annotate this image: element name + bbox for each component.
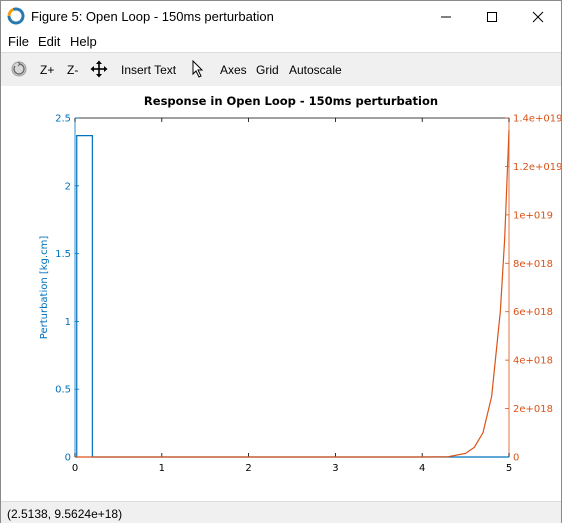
- perturbation-series-line: [75, 135, 509, 458]
- plot-svg[interactable]: Response in Open Loop - 150ms perturbati…: [1, 86, 562, 501]
- right-y-tick-label: 2e+018: [513, 404, 553, 415]
- cursor-coordinates: (2.5138, 9.5624e+18): [7, 507, 123, 521]
- minimize-button[interactable]: [423, 1, 469, 32]
- select-cursor-icon[interactable]: [191, 60, 205, 78]
- menu-file[interactable]: File: [8, 34, 29, 49]
- right-y-tick-label: 1.4e+019: [513, 114, 561, 125]
- right-y-tick-label: 8e+018: [513, 259, 553, 270]
- left-y-tick-label: 1: [65, 317, 71, 328]
- menu-bar: File Edit Help: [1, 32, 561, 52]
- autoscale-button[interactable]: Autoscale: [289, 63, 342, 77]
- x-tick-label: 4: [419, 463, 425, 474]
- maximize-icon: [487, 11, 497, 22]
- close-button[interactable]: [515, 1, 561, 32]
- status-bar: (2.5138, 9.5624e+18): [1, 501, 561, 523]
- right-y-tick-label: 1e+019: [513, 210, 553, 221]
- axes-button[interactable]: Axes: [220, 63, 247, 77]
- toolbar: Z+ Z- Insert Text Axes Grid Autoscale: [1, 52, 561, 87]
- figure-canvas[interactable]: Response in Open Loop - 150ms perturbati…: [1, 86, 562, 501]
- left-y-tick-label: 1.5: [55, 249, 71, 260]
- window-title: Figure 5: Open Loop - 150ms perturbation: [31, 9, 274, 24]
- right-y-tick-label: 0: [513, 453, 519, 464]
- menu-help[interactable]: Help: [70, 34, 97, 49]
- left-y-tick-label: 0: [65, 453, 71, 464]
- close-icon: [532, 11, 544, 22]
- zoom-out-button[interactable]: Z-: [67, 63, 79, 77]
- x-tick-label: 0: [72, 463, 78, 474]
- left-y-axis-label: Perturbation [kg.cm]: [39, 236, 50, 340]
- title-bar[interactable]: Figure 5: Open Loop - 150ms perturbation: [1, 1, 561, 32]
- response-series-line: [75, 130, 510, 458]
- minimize-icon: [441, 16, 451, 17]
- left-y-tick-label: 0.5: [55, 385, 71, 396]
- right-y-tick-label: 4e+018: [513, 356, 553, 367]
- left-y-tick-label: 2.5: [55, 114, 71, 125]
- right-y-tick-label: 1.2e+019: [513, 162, 561, 173]
- right-y-tick-label: 6e+018: [513, 307, 553, 318]
- x-tick-label: 1: [159, 463, 165, 474]
- menu-edit[interactable]: Edit: [38, 34, 61, 49]
- left-y-tick-label: 2: [65, 181, 71, 192]
- rotate-icon[interactable]: [10, 60, 28, 78]
- x-tick-label: 5: [506, 463, 512, 474]
- x-tick-label: 3: [332, 463, 338, 474]
- grid-button[interactable]: Grid: [256, 63, 279, 77]
- chart-title: Response in Open Loop - 150ms perturbati…: [144, 94, 438, 108]
- maximize-button[interactable]: [469, 1, 515, 32]
- insert-text-button[interactable]: Insert Text: [121, 63, 177, 77]
- octave-app-icon: [7, 7, 25, 25]
- pan-icon[interactable]: [90, 60, 108, 78]
- zoom-in-button[interactable]: Z+: [40, 63, 55, 77]
- x-tick-label: 2: [245, 463, 251, 474]
